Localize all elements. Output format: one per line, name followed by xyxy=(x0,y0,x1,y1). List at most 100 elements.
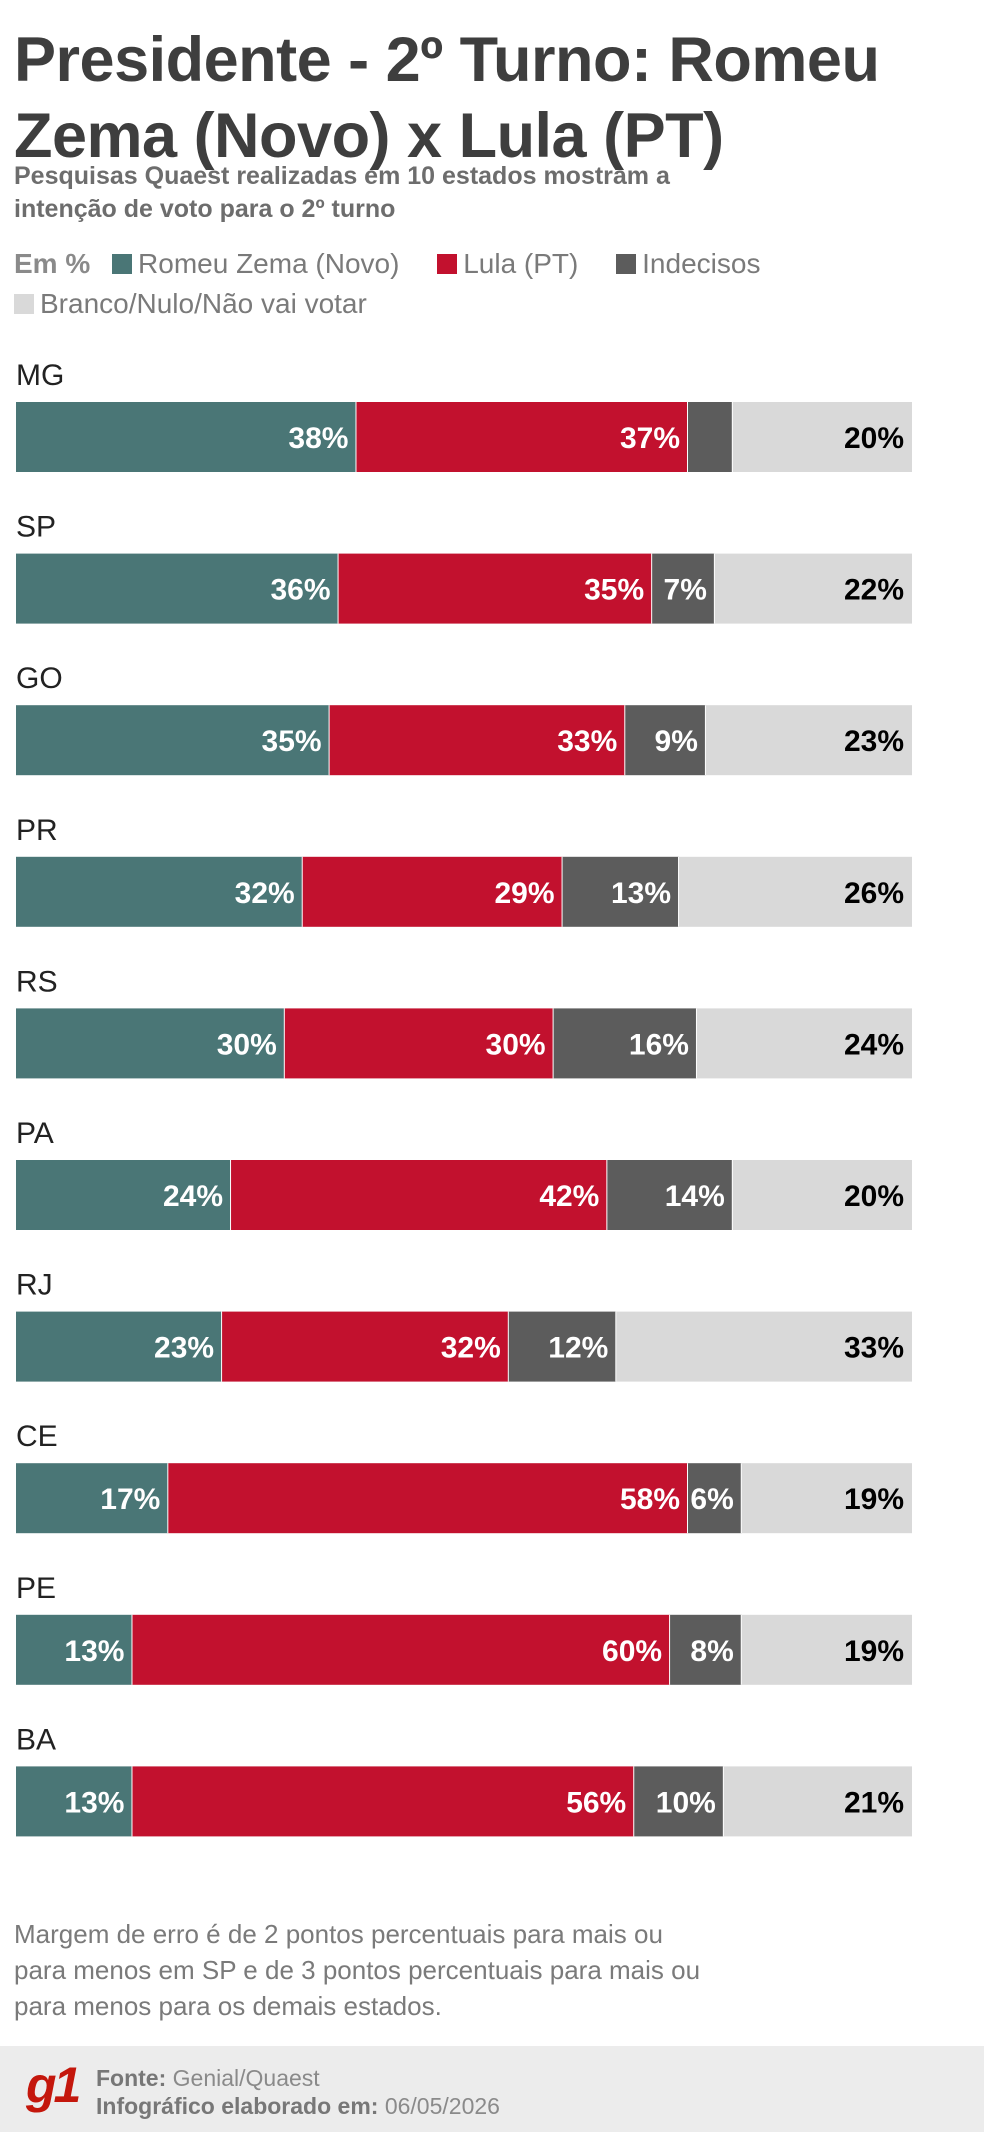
bar-segment-branco-nulo-mg xyxy=(732,402,912,472)
bar-segment-indecisos-rs xyxy=(553,1008,697,1079)
bar-segment-branco-nulo-rs xyxy=(696,1008,912,1079)
legend-swatch-indecisos xyxy=(616,254,637,274)
state-label-rs: RS xyxy=(16,965,58,998)
value-label-indecisos-pa: 14% xyxy=(665,1180,725,1213)
legend-label-lula: Lula (PT) xyxy=(463,248,579,279)
bar-segment-zema-sp xyxy=(16,553,339,624)
value-label-branco-nulo-rs: 24% xyxy=(844,1028,904,1061)
state-label-ba: BA xyxy=(16,1723,56,1756)
margin-of-error-note: Margem de erro é de 2 pontos percentuais… xyxy=(14,1919,701,2021)
legend-swatch-branco-nulo xyxy=(14,294,34,314)
legend-item-indecisos: Indecisos xyxy=(616,244,760,284)
made-line: Infográfico elaborado em: 06/05/2026 xyxy=(96,2092,500,2120)
value-label-branco-nulo-mg: 20% xyxy=(844,422,904,455)
made-label: Infográfico elaborado em: xyxy=(96,2093,379,2119)
chart-subtitle: Pesquisas Quaest realizadas em 10 estado… xyxy=(14,162,670,223)
bar-segment-zema-go xyxy=(16,705,330,776)
legend-label-indecisos: Indecisos xyxy=(642,248,761,279)
value-label-zema-rj: 23% xyxy=(154,1332,214,1365)
footer: g1 Fonte: Genial/Quaest Infográfico elab… xyxy=(0,2046,984,2132)
value-label-zema-rs: 30% xyxy=(217,1028,277,1061)
value-label-lula-go: 33% xyxy=(557,725,617,758)
value-label-lula-sp: 35% xyxy=(584,574,644,607)
bar-segment-branco-nulo-rj xyxy=(616,1311,912,1382)
state-label-rj: RJ xyxy=(16,1269,53,1302)
bar-segment-zema-ba xyxy=(16,1766,133,1837)
bar-segment-lula-pe xyxy=(132,1614,671,1685)
bar-segment-indecisos-mg xyxy=(688,402,733,472)
bar-row-rs: RS 30% 30% 16% 24% xyxy=(16,965,912,1079)
bar-segment-indecisos-rj xyxy=(508,1311,617,1382)
bar-segment-lula-mg xyxy=(356,402,688,472)
value-label-branco-nulo-ba: 21% xyxy=(844,1786,904,1819)
bar-segment-branco-nulo-pa xyxy=(732,1160,912,1230)
bar-segment-zema-mg xyxy=(16,402,357,472)
bar-segment-zema-ce xyxy=(16,1463,169,1534)
bar-row-pr: PR 32% 29% 13% 26% xyxy=(16,814,912,927)
value-label-zema-ce: 17% xyxy=(100,1483,160,1516)
state-label-go: GO xyxy=(16,662,63,695)
bar-segment-lula-pr xyxy=(302,856,563,927)
bar-segment-indecisos-sp xyxy=(652,553,715,624)
value-label-branco-nulo-go: 23% xyxy=(844,725,904,758)
value-label-indecisos-pr: 13% xyxy=(611,877,671,910)
bar-segment-indecisos-pr xyxy=(562,856,680,927)
bar-segment-lula-pa xyxy=(231,1160,608,1230)
chart-title: Presidente - 2º Turno: Romeu Zema (Novo)… xyxy=(14,25,880,171)
bar-segment-zema-pr xyxy=(16,856,303,927)
bar-segment-lula-rj xyxy=(222,1311,509,1382)
value-label-zema-pe: 13% xyxy=(64,1635,124,1668)
bar-row-go: GO 35% 33% 9% 23% xyxy=(16,662,912,776)
value-label-indecisos-rs: 16% xyxy=(629,1028,689,1061)
value-label-lula-ba: 56% xyxy=(566,1786,626,1819)
state-label-mg: MG xyxy=(16,359,64,392)
value-label-zema-ba: 13% xyxy=(64,1786,124,1819)
bar-segment-zema-rs xyxy=(16,1008,285,1079)
value-label-zema-go: 35% xyxy=(262,725,322,758)
value-label-lula-ce: 58% xyxy=(620,1483,680,1516)
state-label-pr: PR xyxy=(16,814,58,847)
value-label-branco-nulo-sp: 22% xyxy=(844,574,904,607)
value-label-lula-mg: 37% xyxy=(620,422,680,455)
value-label-indecisos-ba: 10% xyxy=(656,1786,716,1819)
bar-segment-branco-nulo-ce xyxy=(741,1463,912,1534)
legend-swatch-zema xyxy=(112,254,133,274)
state-label-ce: CE xyxy=(16,1420,58,1453)
source-line: Fonte: Genial/Quaest xyxy=(96,2064,500,2092)
footer-credits: Fonte: Genial/Quaest Infográfico elabora… xyxy=(96,2064,500,2120)
value-label-branco-nulo-pa: 20% xyxy=(844,1180,904,1213)
value-label-indecisos-sp: 7% xyxy=(664,574,707,607)
value-label-indecisos-rj: 12% xyxy=(548,1332,608,1365)
bar-segment-branco-nulo-go xyxy=(705,705,912,776)
bar-row-sp: SP 36% 35% 7% 22% xyxy=(16,511,912,624)
bar-segment-lula-sp xyxy=(338,553,653,624)
legend-item-lula: Lula (PT) xyxy=(437,244,578,284)
legend-label-zema: Romeu Zema (Novo) xyxy=(138,248,400,279)
value-label-zema-mg: 38% xyxy=(288,422,348,455)
legend-item-zema: Romeu Zema (Novo) xyxy=(112,244,399,284)
made-value: 06/05/2026 xyxy=(384,2093,500,2119)
state-label-sp: SP xyxy=(16,511,56,544)
bar-segment-branco-nulo-sp xyxy=(714,553,912,624)
bar-row-ce: CE 17% 58% 6% 19% xyxy=(16,1420,912,1534)
bar-segment-zema-pa xyxy=(16,1160,232,1230)
state-label-pe: PE xyxy=(16,1572,56,1605)
value-label-branco-nulo-pr: 26% xyxy=(844,877,904,910)
bar-segment-branco-nulo-pe xyxy=(741,1614,912,1685)
value-label-zema-pa: 24% xyxy=(163,1180,223,1213)
value-label-zema-sp: 36% xyxy=(271,574,331,607)
bar-segment-branco-nulo-pr xyxy=(679,856,912,927)
bar-segment-indecisos-pe xyxy=(670,1614,742,1685)
value-label-lula-pe: 60% xyxy=(602,1635,662,1668)
source-value: Genial/Quaest xyxy=(172,2065,320,2091)
legend-item-branco-nulo: Branco/Nulo/Não vai votar xyxy=(14,284,367,324)
value-label-lula-pr: 29% xyxy=(495,877,555,910)
value-label-zema-pr: 32% xyxy=(235,877,295,910)
value-label-branco-nulo-ce: 19% xyxy=(844,1483,904,1516)
value-label-branco-nulo-pe: 19% xyxy=(844,1635,904,1668)
bar-segment-zema-pe xyxy=(16,1614,133,1685)
state-label-pa: PA xyxy=(16,1117,54,1150)
bar-row-pa: PA 24% 42% 14% 20% xyxy=(16,1117,912,1230)
